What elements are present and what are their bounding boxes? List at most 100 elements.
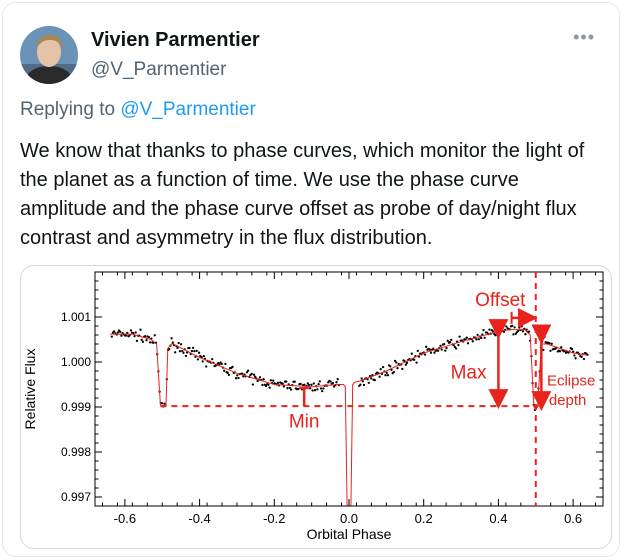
tweet-media[interactable]: -0.6 -0.4 -0.2 0.0 0.2 0.4 0.6 0.997 0.998 0.999 1… — [20, 265, 612, 549]
data-point — [160, 402, 164, 405]
data-point — [133, 335, 136, 338]
data-point — [444, 349, 447, 352]
data-point — [147, 335, 151, 339]
data-point — [144, 335, 147, 338]
data-point — [174, 351, 177, 354]
data-point — [171, 341, 174, 344]
data-point — [110, 335, 113, 338]
data-point — [360, 377, 363, 380]
phase-curve-chart: -0.6 -0.4 -0.2 0.0 0.2 0.4 0.6 0.997 0.998 0.999 1… — [22, 271, 604, 542]
data-point — [448, 341, 452, 344]
data-point — [392, 370, 396, 374]
data-point — [499, 328, 502, 331]
data-point — [436, 349, 440, 352]
data-point — [170, 337, 173, 340]
data-point — [134, 331, 137, 334]
y-tick-label: 0.997 — [61, 490, 91, 504]
data-point — [329, 380, 332, 383]
data-point — [445, 346, 448, 350]
data-point — [416, 349, 419, 353]
data-point — [251, 383, 255, 386]
data-point — [310, 383, 313, 386]
data-point — [442, 342, 446, 346]
data-point — [450, 338, 453, 342]
data-point — [289, 388, 293, 391]
data-point — [373, 378, 376, 382]
data-point — [573, 354, 576, 357]
data-point — [367, 381, 370, 384]
data-point — [177, 341, 180, 345]
data-point — [153, 334, 156, 337]
x-tick-label: -0.2 — [263, 511, 285, 526]
data-point — [140, 338, 143, 341]
data-point — [246, 369, 250, 372]
data-point — [176, 346, 179, 350]
y-tick-label: 1.001 — [61, 310, 91, 324]
data-point — [471, 340, 474, 343]
data-point — [185, 351, 189, 354]
data-point — [220, 362, 223, 366]
data-point — [580, 355, 583, 359]
data-point — [476, 333, 479, 337]
data-point — [297, 387, 300, 391]
x-tick-label: 0.0 — [340, 511, 358, 526]
data-point — [432, 347, 435, 350]
data-point — [514, 332, 517, 335]
data-point — [119, 330, 122, 333]
data-point — [254, 375, 257, 378]
data-point — [415, 361, 418, 364]
data-point — [321, 389, 324, 393]
data-point — [401, 367, 404, 371]
display-name[interactable]: Vivien Parmentier — [91, 29, 260, 51]
data-point — [517, 329, 520, 333]
data-point — [362, 383, 366, 387]
y-axis-label: Relative Flux — [22, 349, 38, 430]
data-point — [513, 326, 516, 329]
data-point — [560, 346, 563, 349]
data-point — [570, 347, 574, 351]
replying-to-link[interactable]: @V_Parmentier — [120, 99, 256, 120]
data-point — [250, 372, 253, 375]
data-point — [282, 385, 286, 388]
data-point — [331, 381, 335, 385]
data-point — [116, 331, 119, 334]
data-point — [336, 378, 339, 381]
axes: -0.6 -0.4 -0.2 0.0 0.2 0.4 0.6 0.997 0.998 0.999 1… — [22, 271, 604, 542]
more-icon[interactable]: ••• — [573, 27, 595, 47]
data-point — [227, 373, 231, 377]
data-point — [518, 326, 521, 329]
data-point — [201, 360, 204, 363]
data-point — [335, 381, 338, 384]
data-point — [125, 334, 128, 337]
data-point — [572, 350, 575, 353]
x-tick-label: -0.4 — [188, 511, 210, 526]
data-point — [205, 365, 208, 368]
data-point — [191, 346, 195, 350]
model-line — [109, 329, 589, 507]
data-point — [231, 365, 234, 369]
data-point — [312, 382, 315, 385]
data-point — [139, 328, 142, 331]
data-point — [168, 348, 171, 351]
data-point — [582, 357, 586, 361]
user-handle[interactable]: @V_Parmentier — [91, 59, 227, 80]
data-point — [234, 377, 238, 380]
data-point — [313, 389, 317, 392]
data-point — [281, 382, 284, 385]
data-point — [500, 325, 503, 329]
data-point — [163, 402, 166, 405]
data-point — [524, 333, 527, 336]
data-point — [494, 334, 497, 337]
avatar[interactable] — [20, 26, 78, 84]
data-point — [475, 338, 478, 341]
data-point — [558, 350, 562, 353]
replying-label: Replying to — [20, 99, 116, 120]
x-tick-label: 0.2 — [415, 511, 433, 526]
data-point — [264, 384, 268, 388]
y-tick-label: 1.000 — [61, 355, 91, 369]
data-point — [405, 361, 409, 364]
data-point — [404, 363, 408, 366]
data-point — [316, 388, 319, 391]
data-point — [423, 353, 427, 356]
